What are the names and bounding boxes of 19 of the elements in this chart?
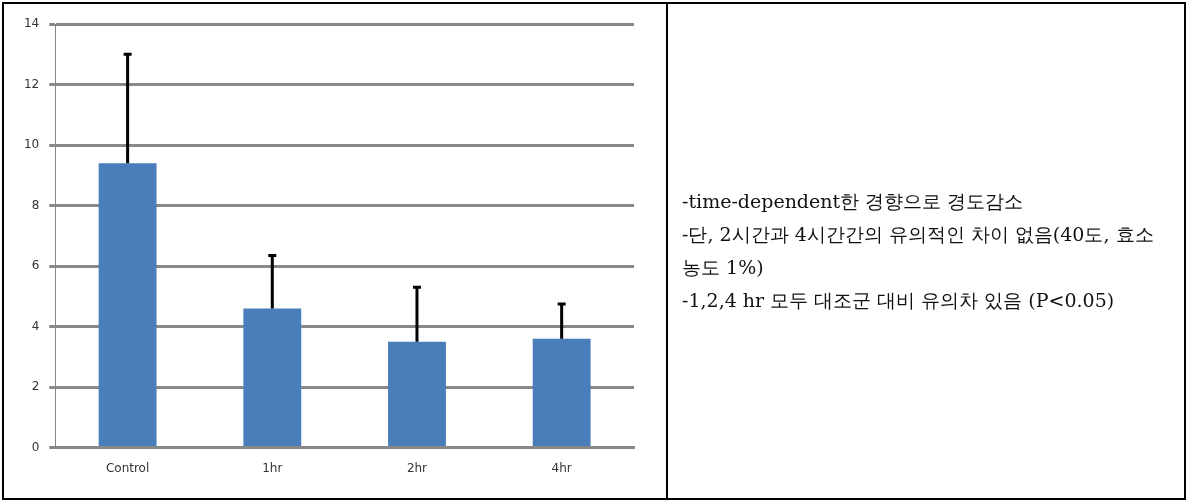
y-tick-label: 12 — [23, 76, 40, 91]
x-tick-label: 2hr — [406, 460, 428, 475]
y-tick-label: 2 — [31, 379, 40, 394]
text: -1,2,4 hr 모두 대조군 대비 유의차 있음 (P<0.05) — [682, 288, 1116, 313]
bar — [388, 341, 446, 447]
y-tick-label: 10 — [23, 137, 40, 152]
x-tick-label: 1hr — [262, 460, 283, 475]
bar — [98, 163, 157, 447]
text: -단, 2시간과 4시간간의 유의적인 차이 없음(40도, 효소농도 1%) — [682, 222, 1155, 280]
x-tick-label: Control — [105, 460, 150, 475]
y-tick-label: 6 — [31, 258, 40, 273]
y-tick-label: 8 — [31, 197, 40, 212]
bar — [532, 338, 591, 447]
y-tick-label: 14 — [23, 16, 40, 31]
text: -time-dependent한 경향으로 경도감소 — [682, 189, 1025, 214]
bar — [243, 308, 302, 447]
x-tick-label: 4hr — [551, 460, 572, 475]
y-tick-label: 4 — [31, 318, 40, 333]
y-tick-label: 0 — [31, 439, 40, 454]
